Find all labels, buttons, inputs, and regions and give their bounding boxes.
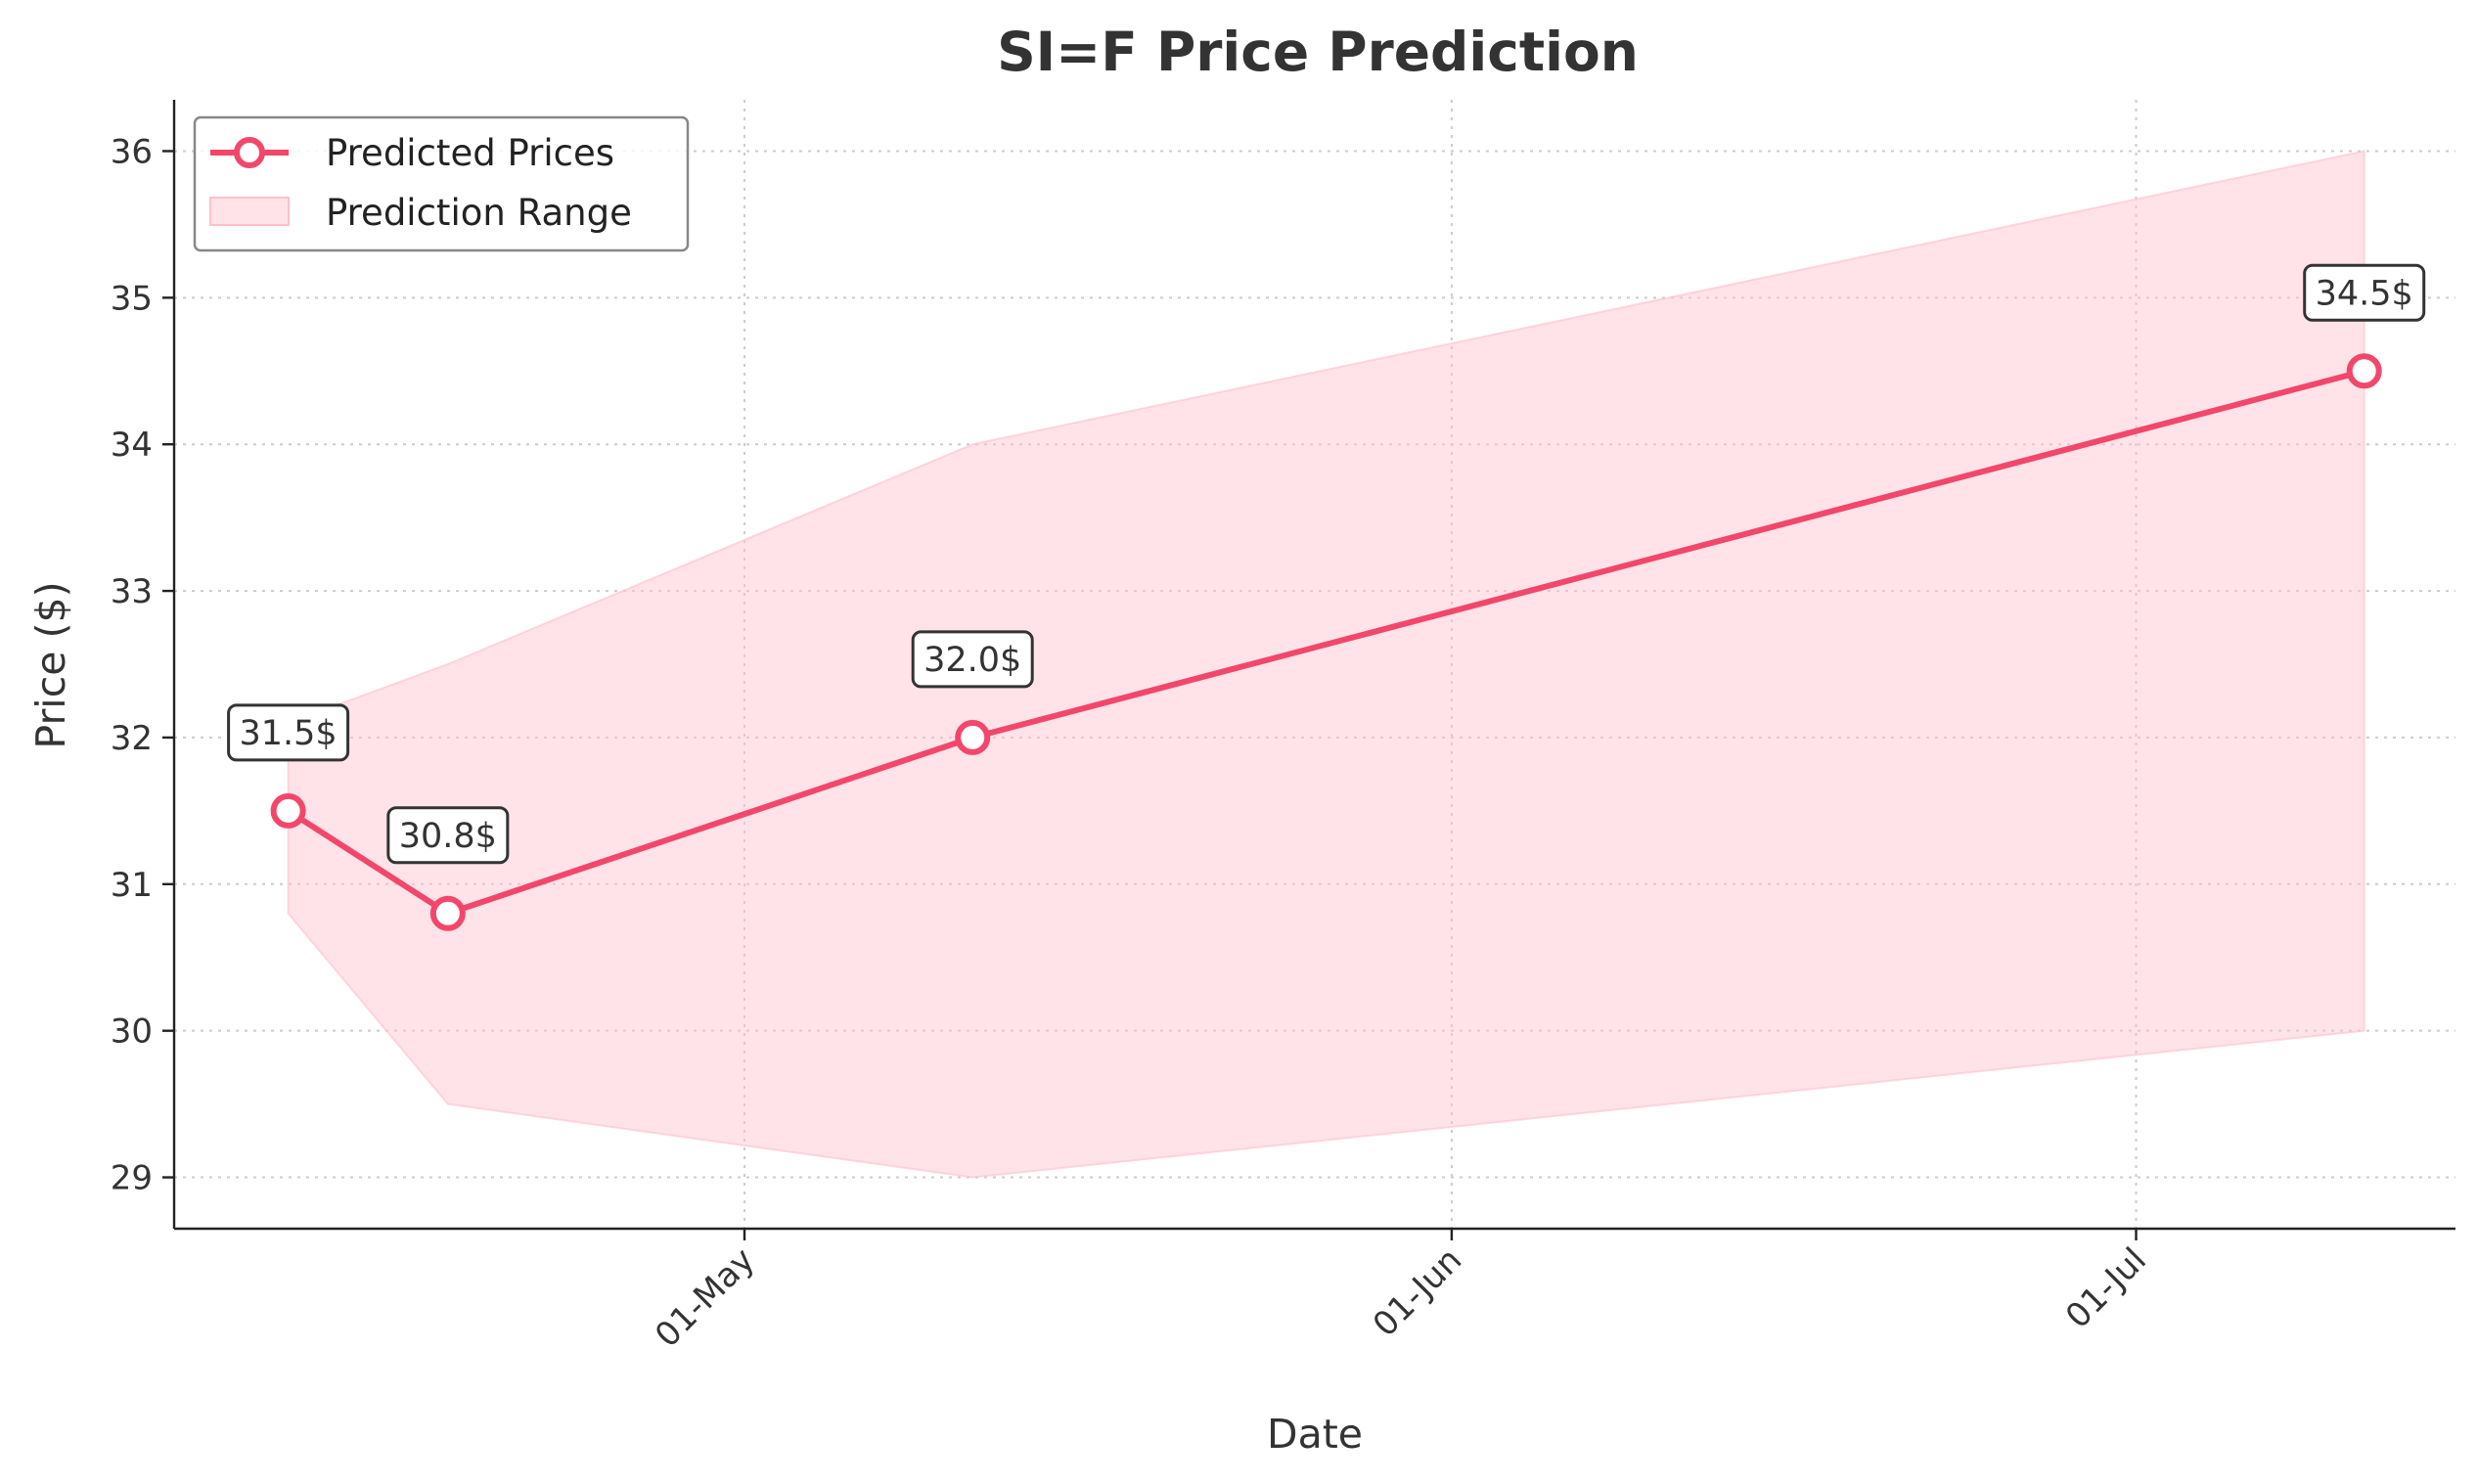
y-tick-label: 36 [111,132,153,171]
legend-circle-marker [234,137,265,168]
y-tick-label: 35 [111,279,153,318]
legend-label-predicted-prices: Predicted Prices [326,132,614,174]
data-label: 30.8$ [399,817,497,856]
prediction-range-band [287,150,2365,1179]
predicted-price-point [429,895,466,931]
y-tick-label: 30 [111,1012,153,1052]
predicted-price-point [270,792,306,829]
x-tick-label: 01-Jul [2058,1240,2154,1336]
data-label: 32.0$ [923,641,1021,680]
data-label-box [386,806,510,865]
x-tick-label: 01-Jun [1366,1240,1469,1344]
chart-title: SI=F Price Prediction [997,21,1639,83]
x-tick-label: 01-May [648,1240,762,1355]
legend-frame [193,115,690,252]
data-label: 31.5$ [239,714,337,753]
legend-label-prediction-range: Prediction Range [326,192,632,234]
prediction-range-area [287,150,2365,1179]
legend: Predicted Prices Prediction Range [193,115,690,252]
data-label-box [2303,263,2426,322]
y-tick-label: 31 [111,866,153,905]
data-label-box [911,630,1034,689]
legend-range-swatch [209,197,290,226]
y-tick-label: 29 [111,1159,153,1198]
data-label: 34.5$ [2316,274,2413,313]
data-labels: 31.5$ 30.8$ 32.0$ 34.5$ [227,263,2426,865]
predicted-prices-series [270,353,2382,931]
y-tick-label: 34 [111,426,153,465]
y-tick-label: 32 [111,719,153,758]
x-axis-label: Date [1267,1411,1363,1458]
predicted-prices-line [286,368,2365,917]
y-tick-label: 33 [111,572,153,611]
data-label-box [227,703,350,762]
predicted-price-point [955,719,991,755]
y-axis-label: Price ($) [27,581,74,748]
predicted-price-point [2346,353,2382,389]
